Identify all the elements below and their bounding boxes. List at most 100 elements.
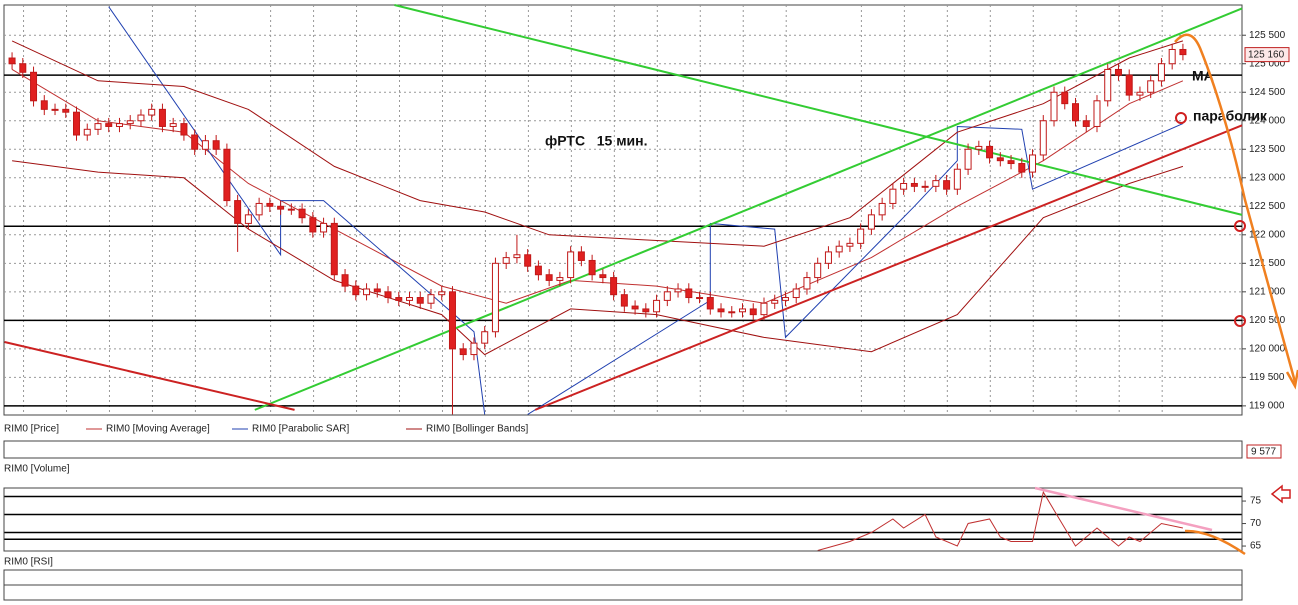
candle-body <box>1029 154 1037 173</box>
arrow-icon <box>1270 484 1291 504</box>
rsi-panel <box>3 487 1243 552</box>
candle-body <box>212 140 220 150</box>
candle-body <box>1179 48 1187 56</box>
y-tick-label: 119 000 <box>1249 401 1285 412</box>
candle-body <box>878 202 886 216</box>
candle-body <box>792 288 800 299</box>
candle-body <box>1114 68 1122 76</box>
candle-body <box>685 288 693 299</box>
last-price-label: 125 160 <box>1248 49 1285 60</box>
candle-body <box>438 291 446 296</box>
rsi-arrow <box>1184 529 1246 556</box>
marker-circle <box>1175 112 1187 124</box>
y-tick-label: 119 500 <box>1249 372 1285 383</box>
candle-body <box>30 71 38 102</box>
candle-body <box>309 217 317 233</box>
candle-body <box>384 291 392 299</box>
y-tick-label: 121 500 <box>1249 258 1286 269</box>
candle-body <box>696 297 704 300</box>
candle-body <box>180 123 188 136</box>
candle-body <box>94 123 102 130</box>
candle-body <box>996 157 1004 162</box>
y-tick-label: 124 000 <box>1249 115 1286 126</box>
candle-body <box>1125 74 1133 96</box>
candle-body <box>373 288 381 293</box>
candle-body <box>406 297 414 301</box>
y-tick-label: 120 000 <box>1249 343 1286 354</box>
candle-body <box>599 274 607 279</box>
candle-body <box>1093 100 1101 127</box>
trendline <box>394 4 1243 216</box>
candle-body <box>1061 91 1069 105</box>
candle-body <box>105 123 113 127</box>
candle-body <box>781 297 789 301</box>
candle-body <box>739 308 747 313</box>
annotation: параболик <box>1193 108 1268 124</box>
candle-body <box>201 140 209 150</box>
marker-circle <box>1234 315 1246 327</box>
volume-panel <box>3 440 1243 459</box>
legend-entry: RIM0 [Moving Average] <box>106 424 210 435</box>
candle-body <box>352 285 360 296</box>
candle-body <box>513 254 521 259</box>
candle-body <box>1072 103 1080 122</box>
y-tick-label: 125 000 <box>1249 58 1286 69</box>
main-panel <box>3 4 1243 416</box>
candle-body <box>427 294 435 304</box>
candle-body <box>771 299 779 304</box>
y-tick-label: 123 000 <box>1249 172 1286 183</box>
candle-body <box>330 222 338 276</box>
candle-body <box>287 208 295 211</box>
candle-body <box>491 262 499 333</box>
candle-body <box>620 294 628 307</box>
candle-body <box>749 308 757 316</box>
candle-body <box>674 288 682 293</box>
candle-body <box>900 182 908 190</box>
candle-body <box>964 148 972 170</box>
candle-body <box>62 108 70 113</box>
candle-body <box>191 134 199 150</box>
panel-label: RIM0 [RSI] <box>4 557 53 568</box>
candle-body <box>803 277 811 290</box>
candle-body <box>459 348 467 356</box>
marker-circle <box>1234 220 1246 232</box>
candle-body <box>1018 163 1026 173</box>
candle-body <box>1157 63 1165 82</box>
plot-layer: 119 000 119 500 120 000 120 500 121 000 121 5… <box>4 4 1290 600</box>
trendline <box>534 124 1243 411</box>
last-price-box <box>1244 47 1290 63</box>
candle-body <box>502 257 510 264</box>
candle-body <box>814 262 822 279</box>
candle-body <box>1050 91 1058 122</box>
candle-body <box>1082 120 1090 127</box>
candle-body <box>1147 80 1155 93</box>
candle-body <box>524 254 532 267</box>
candle-body <box>223 148 231 202</box>
candle-body <box>395 297 403 301</box>
rsi-trendline <box>1034 486 1213 532</box>
candle-body <box>244 214 252 224</box>
candle-body <box>867 214 875 230</box>
candle-body <box>470 342 478 356</box>
y-tick-label: 125 500 <box>1249 30 1286 41</box>
candle-body <box>534 265 542 276</box>
y-tick-label: 121 000 <box>1249 286 1286 297</box>
candle-body <box>1039 120 1047 156</box>
candle-body <box>8 57 16 65</box>
trendline <box>4 341 295 411</box>
candle-body <box>448 291 456 350</box>
y-tick-label: 124 500 <box>1249 87 1286 98</box>
candle-body <box>169 123 177 127</box>
candle-body <box>126 120 134 125</box>
forecast-arrow <box>1174 33 1297 383</box>
legend-entry: RIM0 [Parabolic SAR] <box>252 424 349 435</box>
y-tick-label: 120 500 <box>1249 315 1286 326</box>
indicator-line <box>12 160 1184 356</box>
candle-body <box>642 308 650 313</box>
candle-body <box>255 202 263 216</box>
indicator-line <box>11 40 1184 247</box>
candle-body <box>556 277 564 281</box>
candle-body <box>567 251 575 279</box>
